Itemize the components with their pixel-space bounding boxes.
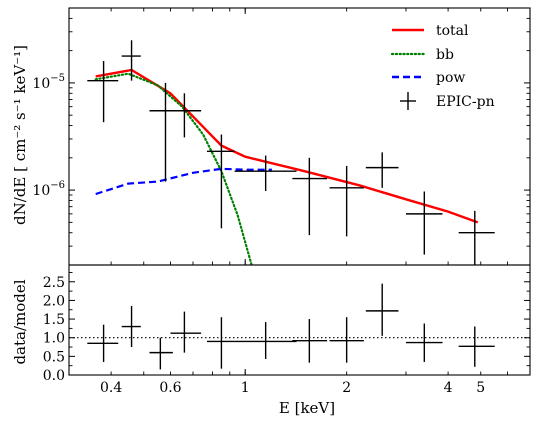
ratio-tick-label-2: 1.0: [43, 331, 65, 347]
model-line-pow: [95, 167, 272, 196]
data-point-8: [365, 152, 399, 188]
ratio-point-4: [206, 317, 235, 369]
ratio-tick-label-3: 1.5: [43, 312, 65, 328]
data-point-10: [458, 210, 495, 265]
ratio-point-9: [405, 323, 443, 362]
legend-label-pow: pow: [436, 70, 465, 86]
data-point-4: [206, 134, 235, 229]
data-point-6: [292, 157, 328, 236]
model-line-bb: [94, 72, 253, 265]
ratio-point-7: [329, 317, 364, 363]
ratio-point-0: [87, 324, 119, 362]
ratio-tick-label-0: 0.0: [43, 368, 65, 384]
ratio-frame: [68, 264, 531, 376]
x-tick-label-1: 0.6: [159, 380, 181, 396]
x-tick-label-0: 0.4: [100, 380, 122, 396]
y-axis-label-spectrum: dN/dE [ cm⁻² s⁻¹ keV⁻¹]: [11, 45, 29, 225]
model-line-total: [95, 68, 479, 224]
y-tick-label-0: 10−6: [32, 180, 65, 199]
data-point-1: [121, 40, 141, 81]
ratio-tick-label-4: 2.0: [43, 293, 65, 309]
ratio-point-2: [149, 337, 173, 370]
ratio-point-8: [365, 283, 399, 336]
legend-label-bb: bb: [436, 47, 454, 63]
data-point-9: [405, 191, 443, 255]
data-point-7: [329, 165, 364, 237]
x-axis-label: E [keV]: [279, 399, 335, 417]
y-tick-label-1-exp: −5: [50, 73, 65, 84]
x-tick-label-3: 2: [342, 380, 351, 396]
ratio-point-10: [458, 326, 495, 367]
axes-layer: 0.4 0.6 1 2 4 5 10−6 10−5 0.0 0.5 1.0 1.5 2.0 2.5: [32, 7, 531, 396]
ratio-point-3: [170, 311, 202, 353]
x-tick-label-4: 4: [444, 380, 453, 396]
ratio-data-layer: [69, 283, 530, 370]
legend: total bb pow EPIC-pn: [390, 23, 495, 110]
data-point-5: [234, 155, 297, 192]
data-point-3: [170, 93, 202, 138]
y-axis-label-ratio: data/model: [11, 279, 29, 364]
y-tick-label-1: 10−5: [32, 73, 65, 92]
ratio-point-6: [292, 319, 328, 363]
x-tick-label-2: 1: [241, 380, 250, 396]
ratio-tick-label-1: 0.5: [43, 349, 65, 365]
legend-label-epic-pn: EPIC-pn: [436, 94, 495, 110]
ratio-tick-label-5: 2.5: [43, 275, 65, 291]
y-tick-label-0-exp: −6: [50, 180, 65, 191]
spectrum-data-layer: [87, 40, 495, 265]
data-point-0: [87, 61, 119, 123]
spectrum-frame: [68, 7, 531, 266]
ratio-point-5: [234, 322, 297, 359]
x-tick-label-5: 5: [476, 380, 485, 396]
legend-label-total: total: [436, 23, 469, 39]
ratio-point-1: [121, 306, 141, 348]
